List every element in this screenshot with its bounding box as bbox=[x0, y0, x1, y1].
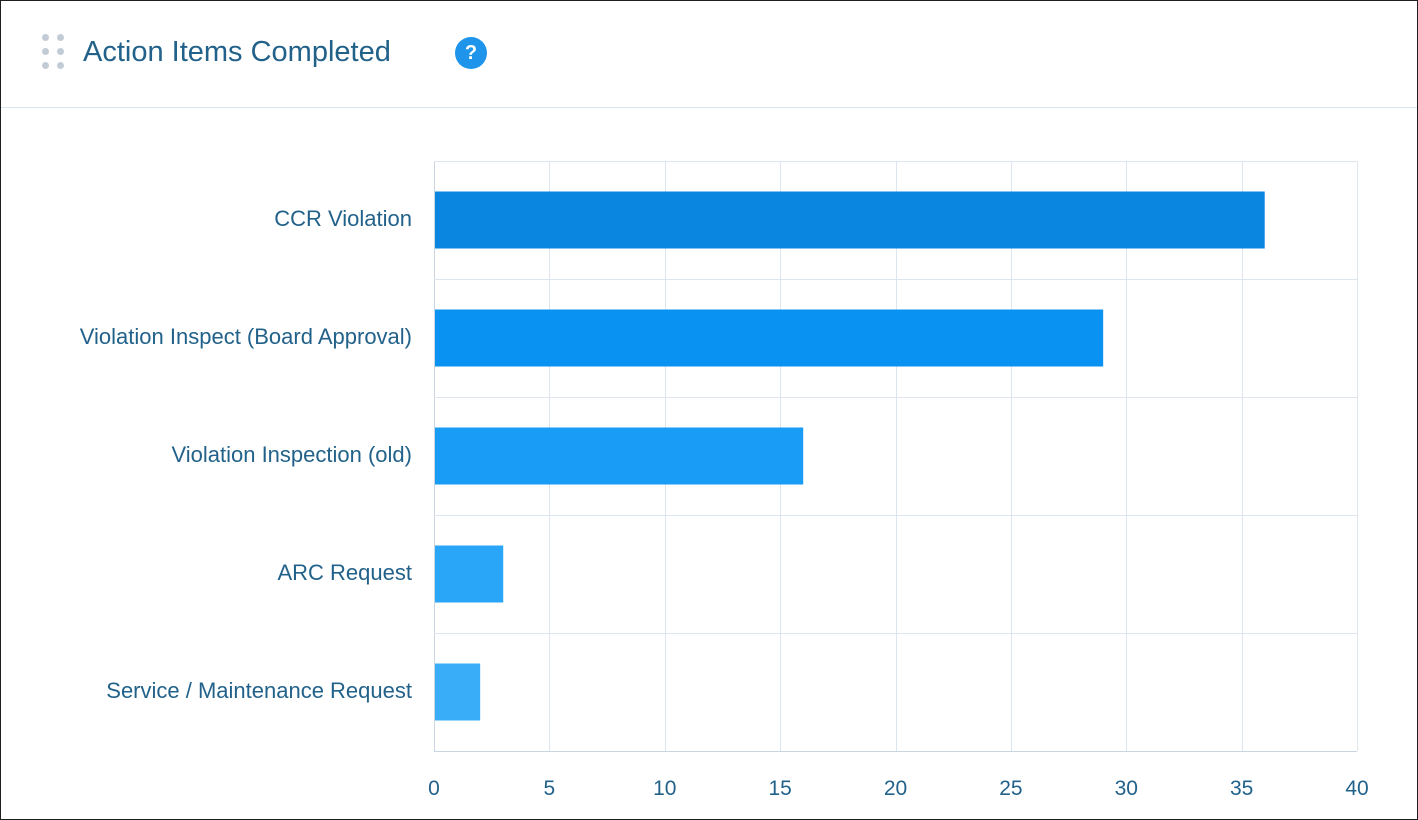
bar[interactable] bbox=[435, 309, 1104, 367]
chart-x-axis-ticks: 0 5 10 15 20 25 30 35 40 bbox=[428, 777, 1369, 800]
bar[interactable] bbox=[435, 545, 504, 603]
category-label: Violation Inspect (Board Approval) bbox=[80, 324, 412, 349]
bar[interactable] bbox=[435, 663, 481, 721]
widget-title: Action Items Completed bbox=[83, 36, 391, 68]
bar[interactable] bbox=[435, 191, 1265, 249]
x-tick-label: 20 bbox=[884, 777, 907, 800]
x-tick-label: 15 bbox=[768, 777, 791, 800]
chart-category-labels: CCR Violation Violation Inspect (Board Ap… bbox=[80, 206, 412, 703]
drag-handle-icon[interactable] bbox=[42, 34, 66, 70]
x-tick-label: 5 bbox=[544, 777, 556, 800]
category-label: Violation Inspection (old) bbox=[171, 442, 412, 467]
x-tick-label: 0 bbox=[428, 777, 440, 800]
x-tick-label: 30 bbox=[1115, 777, 1138, 800]
category-label: ARC Request bbox=[277, 560, 412, 585]
bar[interactable] bbox=[435, 427, 804, 485]
x-tick-label: 10 bbox=[653, 777, 676, 800]
category-label: CCR Violation bbox=[274, 206, 412, 231]
category-label: Service / Maintenance Request bbox=[106, 678, 412, 703]
x-tick-label: 25 bbox=[999, 777, 1022, 800]
question-circle-icon[interactable]: ? bbox=[455, 37, 487, 69]
x-tick-label: 40 bbox=[1345, 777, 1368, 800]
chart-bars bbox=[435, 191, 1265, 721]
widget-header: Action Items Completed ? bbox=[1, 1, 1417, 108]
x-tick-label: 35 bbox=[1230, 777, 1253, 800]
